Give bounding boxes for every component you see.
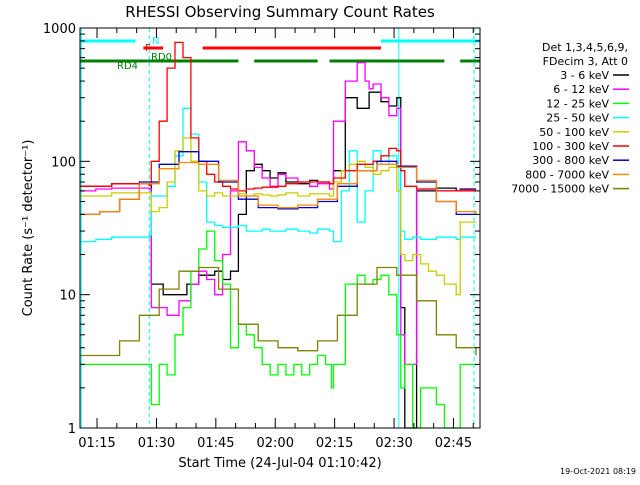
legend-header-line-2: FDecim 3, Att 0 xyxy=(543,55,628,68)
series-line-3-6-kev xyxy=(80,91,476,429)
series-line-12-25-kev xyxy=(80,230,476,429)
legend-label-3-6-kev: 3 - 6 keV xyxy=(560,69,609,82)
status-label-rd4: RD4 xyxy=(117,61,138,72)
x-tick-label: 02:30 xyxy=(375,436,412,451)
x-axis-label: Start Time (24-Jul-04 01:10:42) xyxy=(178,456,381,471)
plot-frame xyxy=(79,27,481,429)
legend-label-12-25-kev: 12 - 25 keV xyxy=(546,97,609,110)
x-tick-label: 01:15 xyxy=(78,436,115,451)
x-tick-label: 02:15 xyxy=(316,436,353,451)
x-tick-label: 02:45 xyxy=(435,436,472,451)
legend-label-800-7000-kev: 800 - 7000 keV xyxy=(525,168,609,181)
chart-title: RHESSI Observing Summary Count Rates xyxy=(125,3,435,21)
y-tick-label: 1 xyxy=(68,422,76,437)
series-line-6-12-kev xyxy=(80,61,476,366)
legend-label-300-800-kev: 300 - 800 keV xyxy=(532,154,609,167)
status-label-rd0: RD0 xyxy=(151,52,172,63)
legend-label-6-12-kev: 6 - 12 keV xyxy=(553,83,609,96)
legend-label-50-100-kev: 50 - 100 keV xyxy=(539,126,609,139)
x-tick-label: 01:30 xyxy=(138,436,175,451)
x-tick-label: 02:00 xyxy=(257,436,294,451)
series-line-7000-15000-kev xyxy=(80,266,477,357)
y-tick-label: 100 xyxy=(51,155,76,170)
series-line-50-100-kev xyxy=(80,137,476,296)
y-axis-label: Count Rate (s⁻¹ detector⁻¹) xyxy=(21,140,36,317)
y-axis: 1 10 100 1000 xyxy=(43,22,480,437)
legend-header-line-1: Det 1,3,4,5,6,9, xyxy=(542,41,628,54)
legend-label-7000-15000-kev: 7000 - 15000 keV xyxy=(511,183,609,196)
x-axis: 01:15 01:30 01:45 02:00 02:15 02:30 02:45 xyxy=(78,28,474,451)
y-tick-label: 1000 xyxy=(43,22,76,37)
y-tick-label: 10 xyxy=(59,289,76,304)
series-line-800-7000-kev xyxy=(80,161,477,216)
status-label-f: F xyxy=(145,43,151,54)
x-tick-label: 01:45 xyxy=(197,436,234,451)
legend: Det 1,3,4,5,6,9, FDecim 3, Att 0 3 - 6 k… xyxy=(511,41,629,196)
status-label-n: N xyxy=(152,36,159,47)
legend-label-100-300-kev: 100 - 300 keV xyxy=(532,140,609,153)
legend-label-25-50-kev: 25 - 50 keV xyxy=(546,112,609,125)
footer-timestamp: 19-Oct-2021 08:19 xyxy=(560,467,636,476)
series-line-100-300-kev xyxy=(80,41,476,192)
